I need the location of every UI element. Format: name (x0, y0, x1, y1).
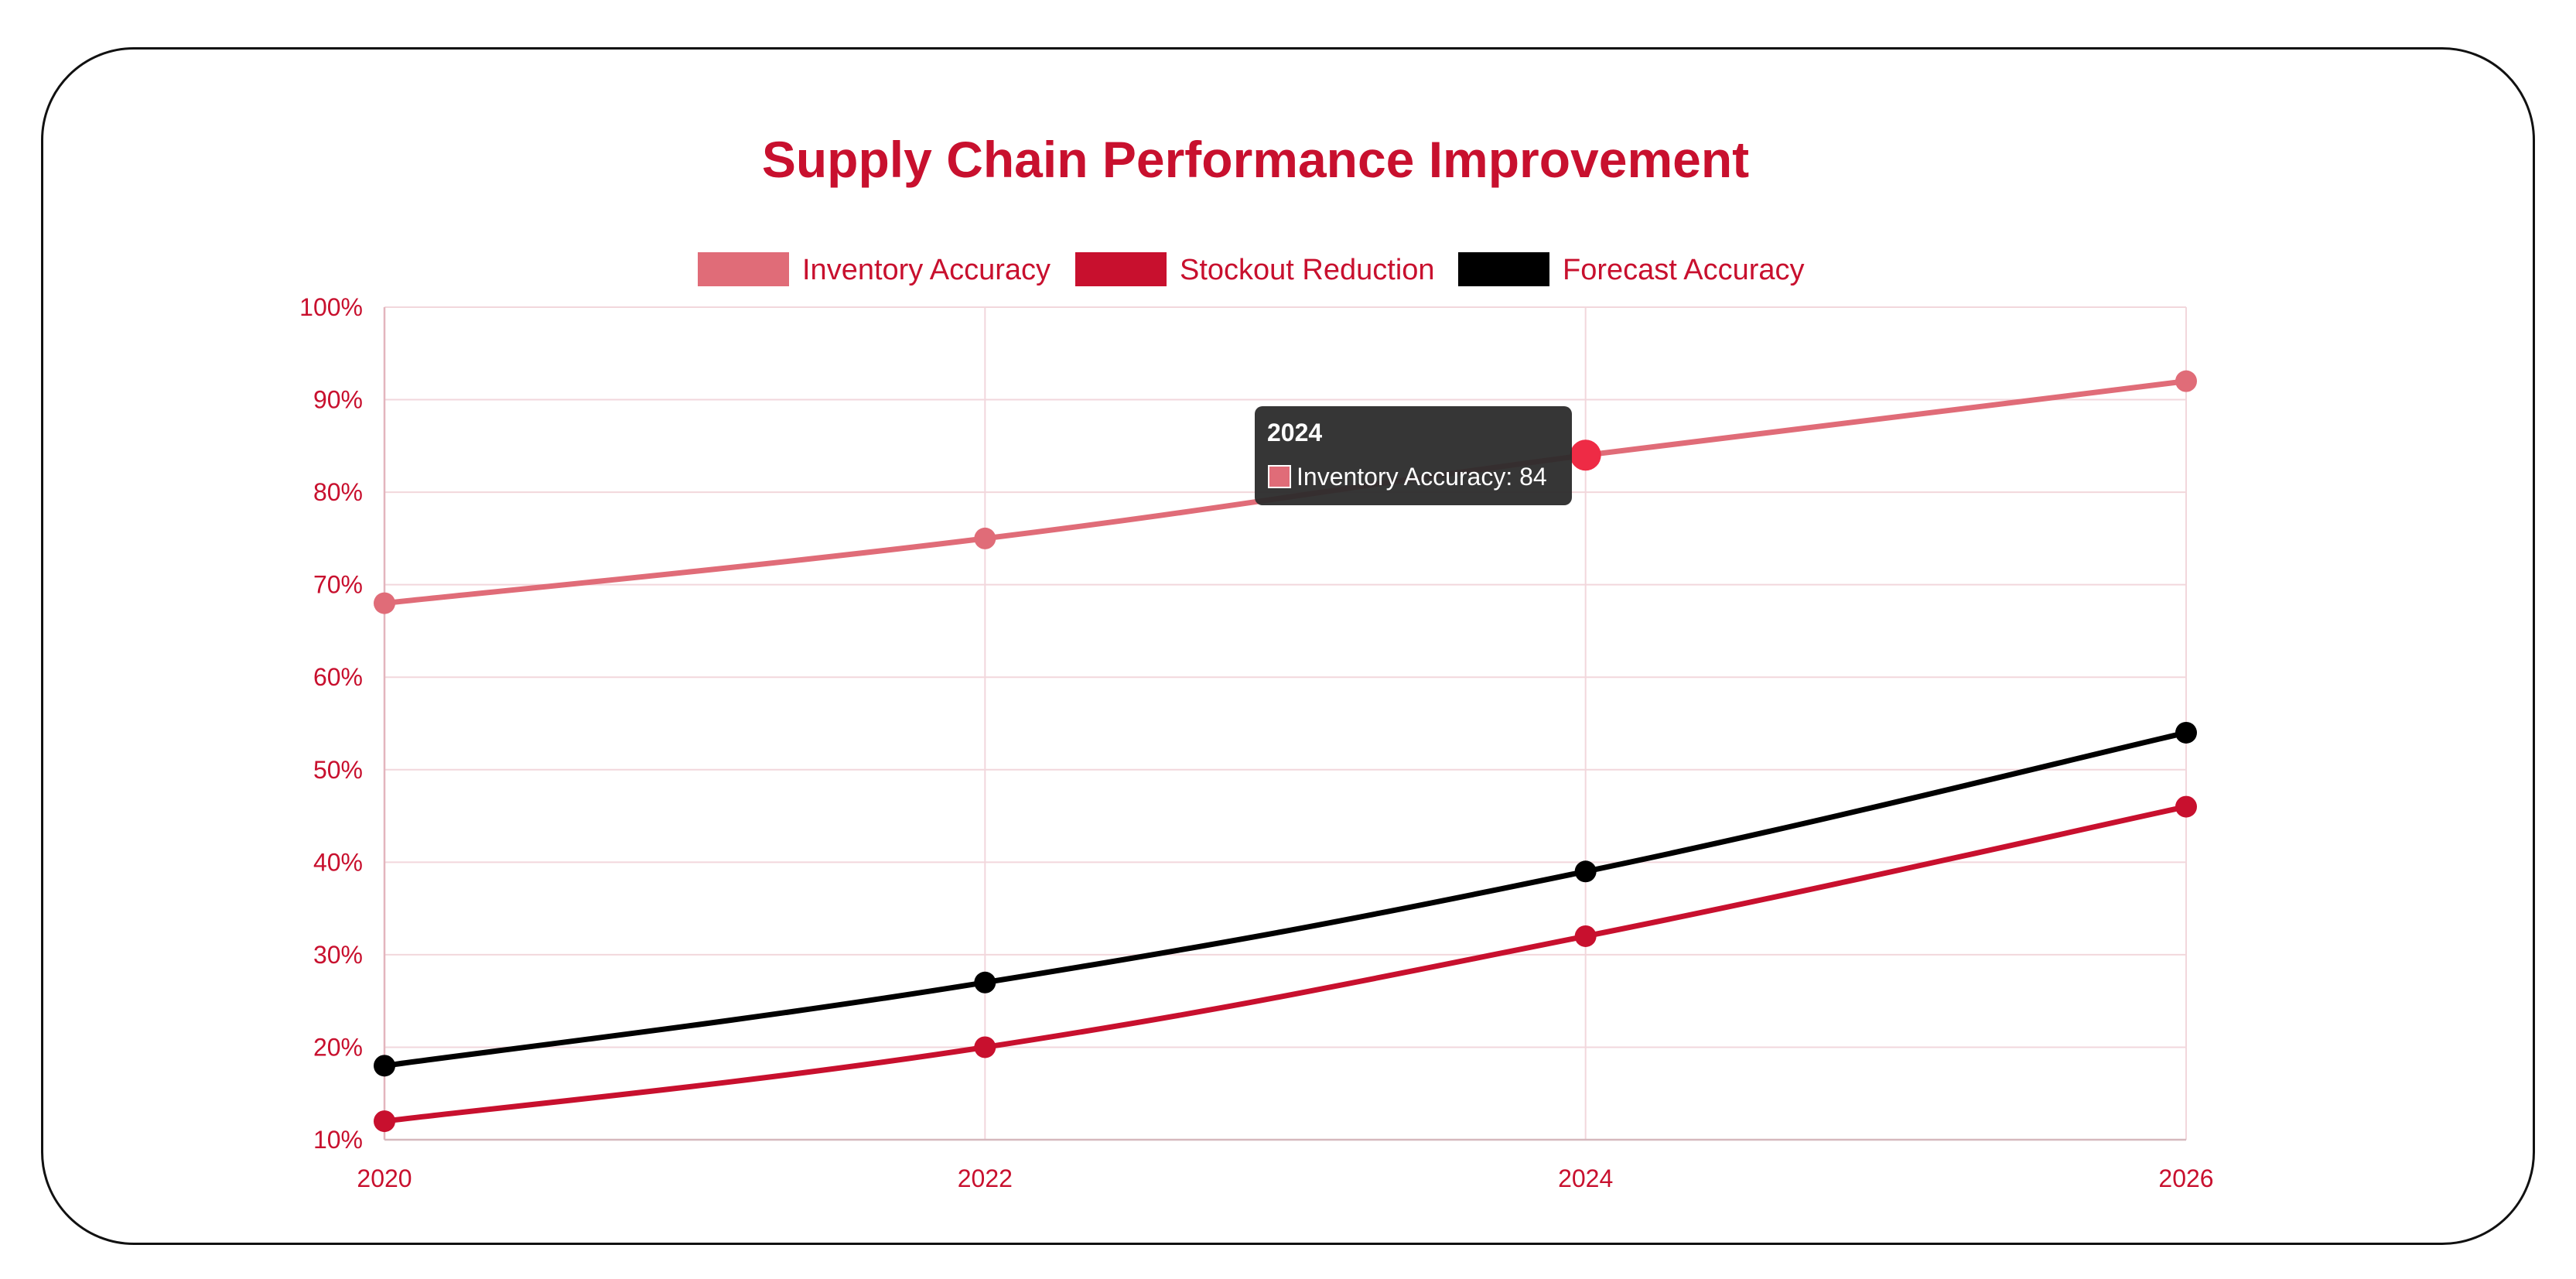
chart-card (41, 47, 2535, 1245)
axes (383, 307, 2186, 1141)
data-point-forecast-accuracy (1574, 860, 1597, 883)
x-axis-ticks: 2020 2022 2024 2026 (357, 1164, 2213, 1192)
data-point-forecast-accuracy (974, 971, 996, 993)
y-tick-label: 80% (313, 478, 363, 506)
legend-swatch (1075, 252, 1167, 286)
y-tick-label: 50% (313, 756, 363, 784)
legend-label: Stockout Reduction (1180, 254, 1435, 286)
data-point-inventory-accuracy (374, 592, 395, 614)
data-point-inventory-accuracy (974, 527, 996, 549)
x-tick-label: 2024 (1558, 1164, 1613, 1192)
y-tick-label: 20% (313, 1033, 363, 1061)
x-tick-label: 2026 (2158, 1164, 2213, 1192)
y-tick-label: 100% (299, 293, 363, 321)
legend-label: Forecast Accuracy (1563, 254, 1805, 286)
data-point-stockout-reduction (1574, 925, 1597, 947)
data-point-stockout-reduction (2175, 795, 2197, 818)
data-point-forecast-accuracy (2175, 721, 2197, 744)
y-tick-label: 60% (313, 663, 363, 691)
series-stockout-reduction (374, 795, 2197, 1133)
series-line-forecast-accuracy (381, 730, 2189, 1069)
x-tick-label: 2020 (357, 1164, 412, 1192)
data-point-inventory-accuracy (2175, 370, 2197, 392)
y-tick-label: 90% (313, 386, 363, 414)
data-point-stockout-reduction (374, 1110, 395, 1133)
legend: Inventory Accuracy Stockout Reduction Fore… (698, 252, 1805, 286)
series-line-stockout-reduction (381, 804, 2189, 1124)
legend-swatch (1458, 252, 1549, 286)
x-tick-label: 2022 (958, 1164, 1013, 1192)
hovered-data-point (1570, 439, 1601, 471)
data-point-forecast-accuracy (374, 1055, 395, 1077)
tooltip-title: 2024 (1267, 419, 1322, 446)
y-tick-label: 40% (313, 848, 363, 876)
series-layer (374, 370, 2197, 1133)
tooltip-label: Inventory Accuracy: 84 (1297, 463, 1547, 491)
y-tick-label: 30% (313, 941, 363, 969)
tooltip: 2024 Inventory Accuracy: 84 (1255, 406, 1572, 505)
legend-label: Inventory Accuracy (802, 254, 1051, 286)
legend-swatch (698, 252, 789, 286)
series-forecast-accuracy (374, 721, 2197, 1077)
y-tick-label: 70% (313, 571, 363, 599)
chart-title: Supply Chain Performance Improvement (762, 131, 1749, 188)
y-axis-ticks: 10% 20% 30% 40% 50% 60% 70% 80% 90% 100% (299, 293, 363, 1154)
y-tick-label: 10% (313, 1126, 363, 1154)
tooltip-box (1255, 406, 1572, 505)
data-point-stockout-reduction (974, 1036, 996, 1058)
tooltip-swatch (1268, 465, 1291, 488)
